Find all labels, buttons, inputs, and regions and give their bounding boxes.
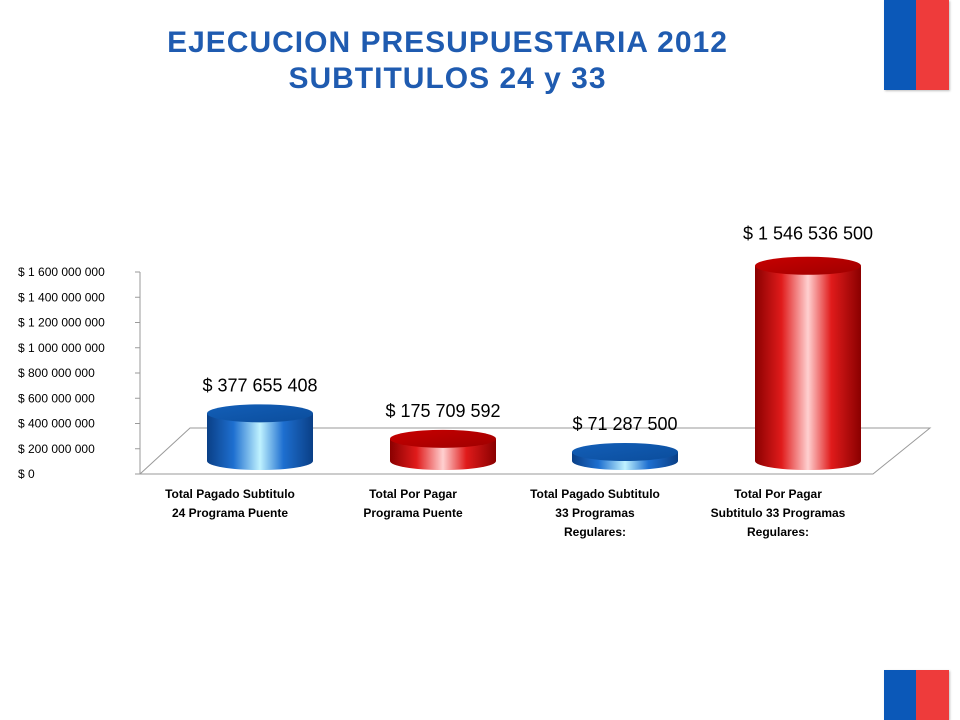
x-category-label: Programa Puente — [363, 506, 463, 520]
bar-top — [755, 256, 861, 275]
data-label: $ 1 546 536 500 — [743, 224, 873, 244]
bar-1 — [207, 404, 313, 470]
bar-top — [390, 429, 496, 448]
chart-floor — [138, 427, 932, 475]
x-category-label: Regulares: — [747, 525, 809, 539]
x-category-label: Total Por Pagar — [369, 487, 457, 501]
data-label: $ 377 655 408 — [202, 375, 317, 395]
bar-body — [755, 265, 861, 470]
bars-layer — [207, 256, 861, 470]
y-tick-label: $ 400 000 000 — [18, 417, 95, 431]
bar-top — [572, 442, 678, 461]
bar-3 — [572, 442, 678, 470]
y-tick-label: $ 600 000 000 — [18, 391, 95, 405]
bar-body — [207, 413, 313, 470]
flag-red-stripe — [916, 0, 949, 90]
axis-layer: $ 0 $ 200 000 000 $ 400 000 000 $ 600 000 0… — [18, 265, 932, 481]
bar-4 — [755, 256, 861, 470]
bar-body — [390, 438, 496, 470]
flag-red-stripe — [916, 670, 949, 720]
chile-flag-top-logo — [884, 0, 949, 90]
y-tick-label: $ 800 000 000 — [18, 366, 95, 380]
y-tick-label: $ 0 — [18, 467, 35, 481]
bar-2 — [390, 429, 496, 470]
title-line-1: EJECUCION PRESUPUESTARIA 2012 — [167, 26, 728, 59]
flag-blue-stripe — [884, 0, 916, 90]
x-category-label: Regulares: — [564, 525, 626, 539]
y-tick-label: $ 1 200 000 000 — [18, 316, 105, 330]
y-tick-label: $ 1 600 000 000 — [18, 265, 105, 279]
y-tick-label: $ 1 400 000 000 — [18, 290, 105, 304]
y-tick-label: $ 200 000 000 — [18, 442, 95, 456]
x-category-label: 24 Programa Puente — [172, 506, 288, 520]
chile-flag-bottom-logo — [884, 670, 949, 720]
data-label: $ 71 287 500 — [572, 414, 677, 434]
x-category-label: Total Por Pagar — [734, 487, 822, 501]
x-category-label: 33 Programas — [555, 506, 635, 520]
x-category-label: Total Pagado Subtitulo — [530, 487, 660, 501]
flag-blue-stripe — [884, 670, 916, 720]
x-category-label: Subtitulo 33 Programas — [711, 506, 846, 520]
bar-top — [207, 404, 313, 423]
data-label: $ 175 709 592 — [385, 401, 500, 421]
y-tick-label: $ 1 000 000 000 — [18, 341, 105, 355]
labels-layer: $ 377 655 408 $ 175 709 592 $ 71 287 500 $ … — [165, 224, 873, 539]
x-category-label: Total Pagado Subtitulo — [165, 487, 295, 501]
title-line-2: SUBTITULOS 24 y 33 — [288, 62, 607, 95]
